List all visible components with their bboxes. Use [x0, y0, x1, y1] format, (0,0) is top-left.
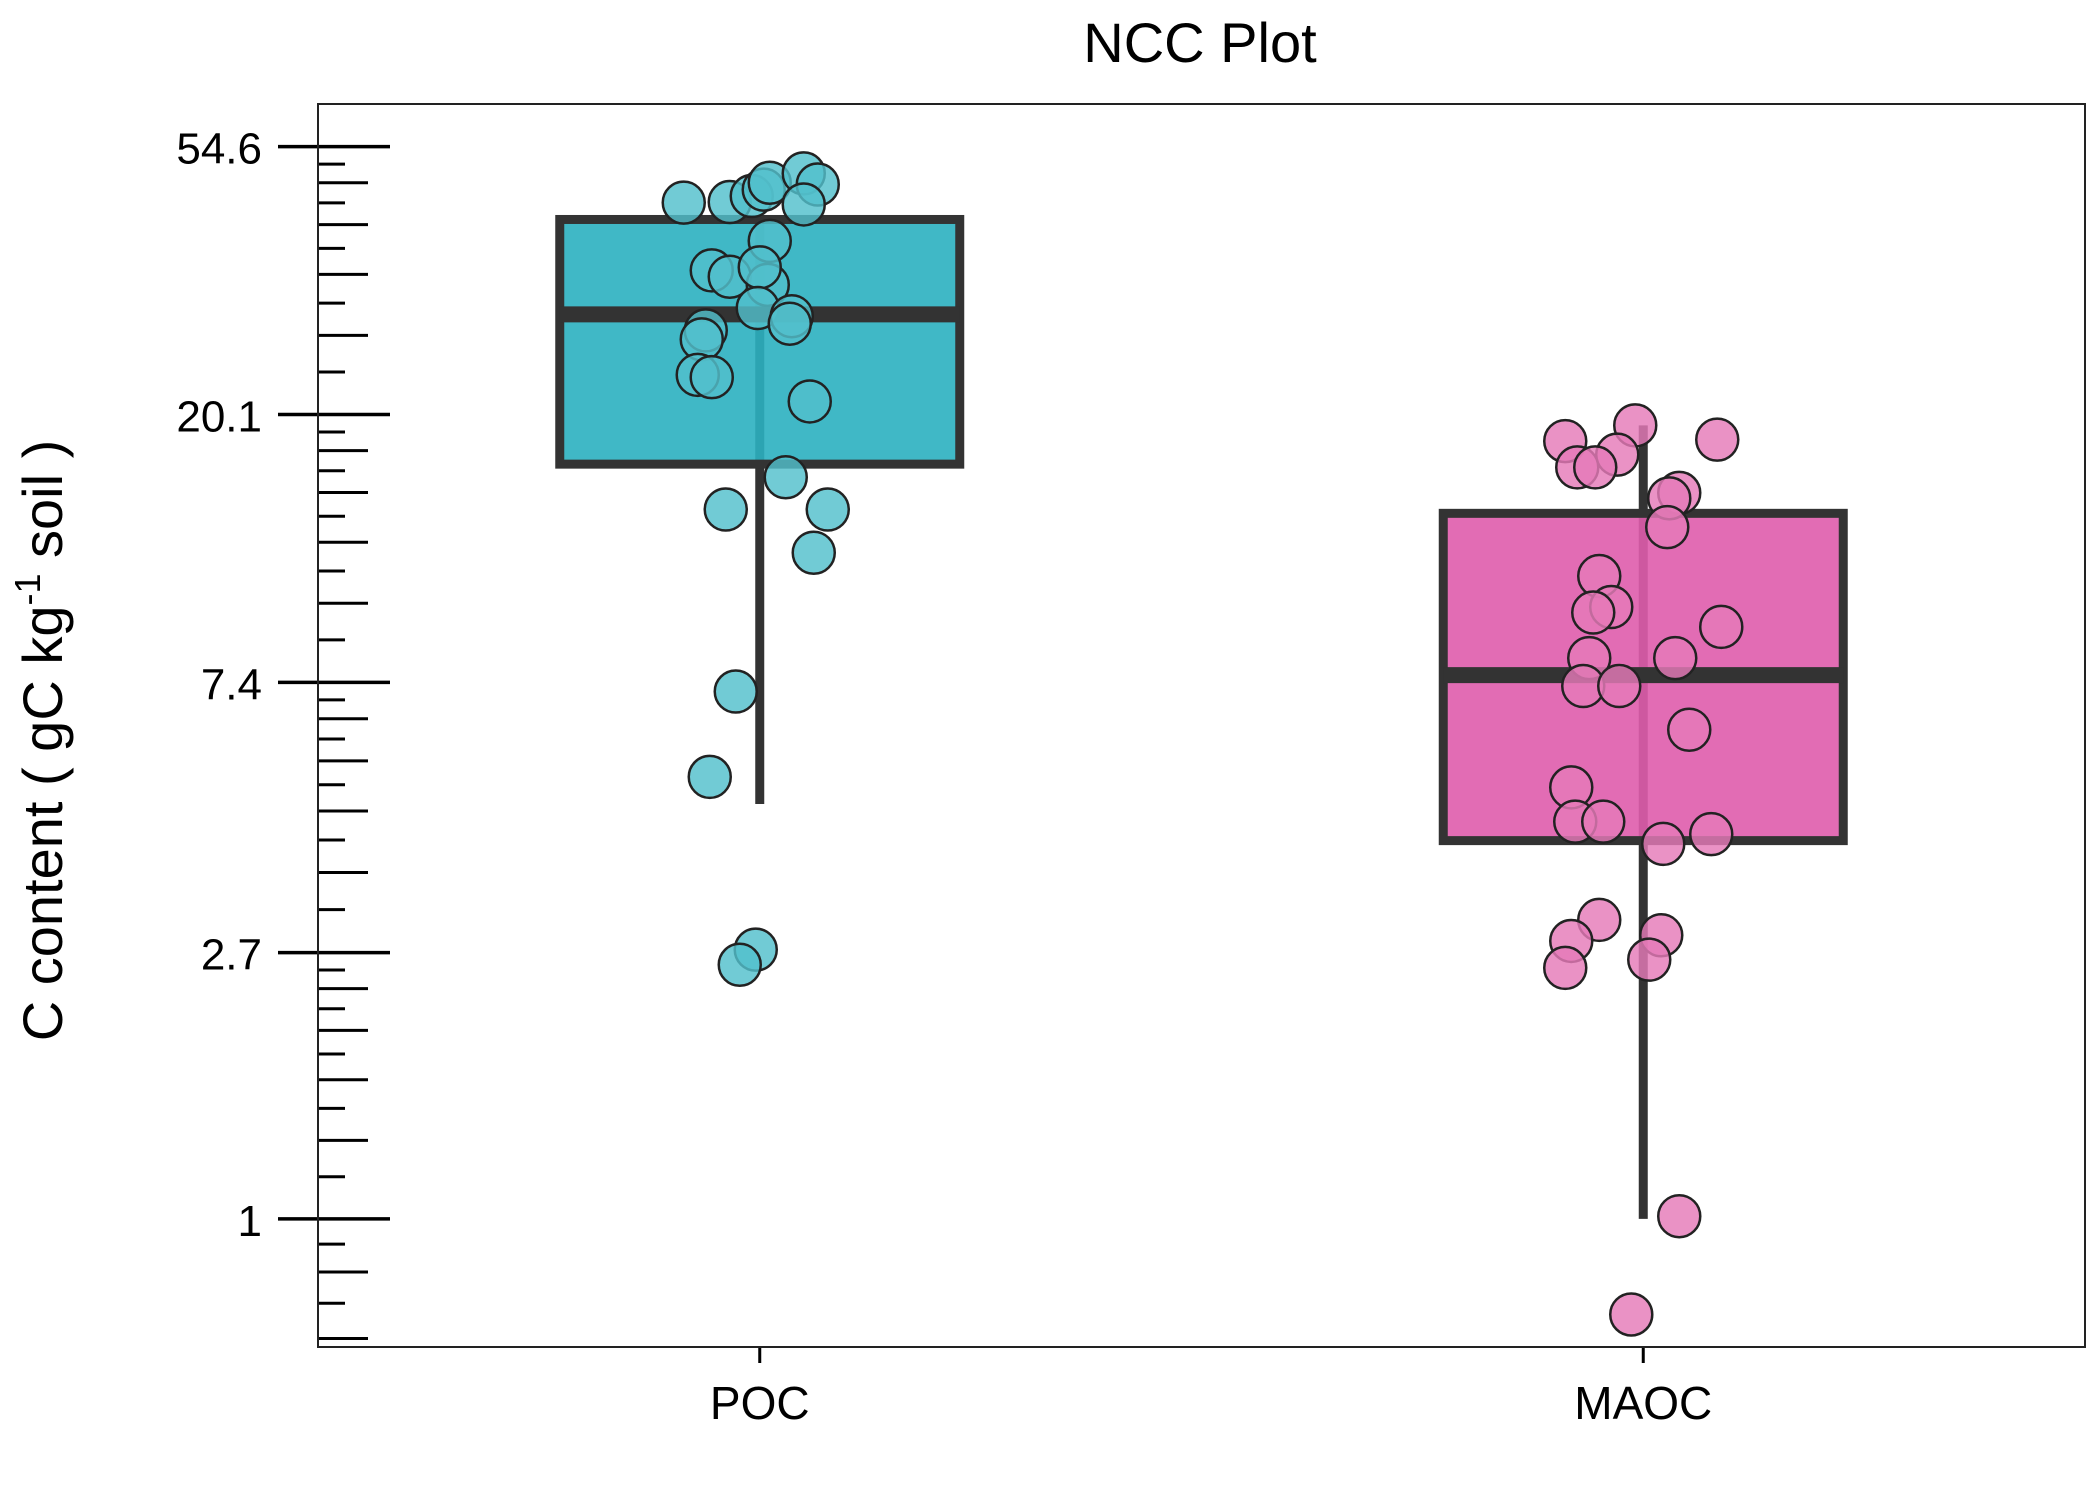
- x-tick-label-poc: POC: [710, 1377, 810, 1429]
- plot-frame: [317, 103, 2086, 1348]
- data-point: [787, 379, 832, 424]
- data-point: [1571, 590, 1616, 635]
- data-point: [737, 245, 782, 290]
- data-point: [781, 182, 826, 227]
- series-poc: [555, 151, 965, 988]
- series-maoc: [1438, 403, 1848, 1337]
- data-point: [1699, 604, 1744, 650]
- y-tick-label: 54.6: [176, 125, 262, 174]
- data-point: [1653, 635, 1698, 681]
- data-point: [1609, 1292, 1654, 1337]
- y-tick-label: 20.1: [176, 392, 262, 441]
- data-point: [689, 354, 734, 400]
- data-point: [1581, 799, 1626, 844]
- y-tick-label: 7.4: [201, 660, 262, 709]
- x-axis: POC MAOC: [710, 1347, 1712, 1429]
- x-tick-label-maoc: MAOC: [1574, 1377, 1712, 1429]
- data-point: [791, 530, 836, 575]
- y-tick-label: 1: [238, 1197, 262, 1246]
- y-axis-title: C content ( gC kg-1 soil ): [7, 440, 74, 1042]
- y-axis-label-unit: soil ): [11, 440, 74, 574]
- data-point: [805, 487, 850, 532]
- data-point: [767, 301, 812, 346]
- data-point: [1573, 445, 1618, 490]
- data-point: [1695, 417, 1740, 462]
- data-point: [687, 754, 732, 800]
- data-point: [1627, 937, 1672, 982]
- data-point: [1645, 504, 1690, 550]
- data-point: [717, 942, 762, 988]
- data-point: [661, 180, 706, 225]
- y-axis-label-main: C content ( gC kg: [11, 606, 74, 1042]
- data-point: [1597, 663, 1642, 709]
- y-axis: 54.6 20.1 7.4 2.7 1: [176, 125, 390, 1340]
- chart-title: NCC Plot: [1083, 11, 1317, 74]
- data-point: [1657, 1193, 1702, 1239]
- data-point: [763, 455, 808, 500]
- data-point: [1689, 811, 1734, 857]
- data-point: [1667, 707, 1712, 753]
- data-point: [703, 487, 748, 532]
- data-point: [1543, 945, 1588, 991]
- data-point: [1641, 821, 1686, 867]
- plot-area: [555, 151, 1848, 1337]
- y-axis-label: C content ( gC kg-1 soil ): [7, 440, 74, 1042]
- y-tick-label: 2.7: [201, 931, 262, 980]
- data-point: [713, 669, 758, 714]
- y-axis-label-superscript: -1: [7, 574, 48, 606]
